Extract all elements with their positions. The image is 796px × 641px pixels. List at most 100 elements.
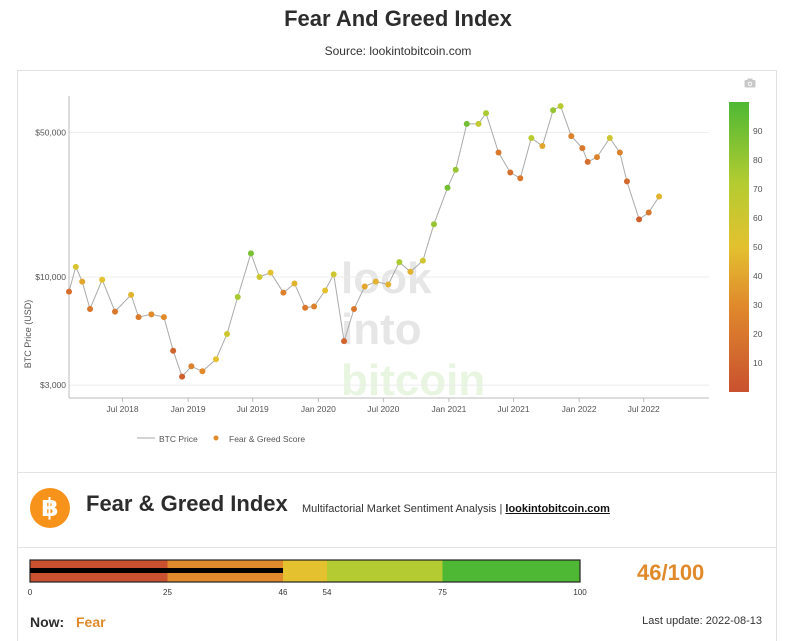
watermark-logo: look into bitcoin <box>341 254 485 405</box>
page-subtitle: Source: lookintobitcoin.com <box>324 44 472 58</box>
score-gauge: 0 25 46 54 75 100 <box>28 559 587 597</box>
score-point <box>616 149 623 156</box>
gauge-segment <box>442 560 580 582</box>
y-tick-label: $10,000 <box>35 272 66 282</box>
colorbar-tick-label: 40 <box>753 271 763 281</box>
score-point <box>528 134 535 141</box>
bitcoin-logo: ฿ <box>30 488 70 528</box>
fg-heading: Fear & Greed Index <box>86 491 288 516</box>
score-point <box>372 278 379 285</box>
x-tick-label: Jan 2019 <box>171 404 206 414</box>
score-point <box>247 250 254 257</box>
last-update: Last update: 2022-08-13 <box>642 615 762 627</box>
chart-legend[interactable]: BTC Price Fear & Greed Score <box>137 434 305 444</box>
score-point <box>385 281 392 288</box>
fg-description: Multifactorial Market Sentiment Analysis… <box>302 503 610 515</box>
x-tick-label: Jan 2022 <box>562 404 597 414</box>
score-point <box>656 193 663 200</box>
score-point <box>539 142 546 149</box>
colorbar-tick-label: 10 <box>753 358 763 368</box>
score-point <box>148 311 155 318</box>
score-point <box>463 120 470 127</box>
score-point <box>99 276 106 283</box>
score-point <box>66 288 72 295</box>
score-point <box>584 158 591 165</box>
gauge-tick-label: 0 <box>28 588 33 597</box>
legend-dot-swatch <box>213 435 219 441</box>
site-link[interactable]: lookintobitcoin.com <box>505 503 610 515</box>
score-point <box>87 306 94 313</box>
score-point <box>341 338 348 345</box>
score-point <box>452 166 459 173</box>
y-tick-label: $50,000 <box>35 127 66 137</box>
score-point <box>444 184 451 191</box>
watermark-line2: into <box>341 305 422 354</box>
gauge-tick-label: 75 <box>438 588 447 597</box>
score-point <box>212 356 219 363</box>
score-point <box>550 107 557 114</box>
gauge-tick-label: 25 <box>163 588 172 597</box>
score-point <box>199 368 206 375</box>
score-point <box>79 278 86 285</box>
watermark-line3: bitcoin <box>341 356 485 405</box>
score-point <box>188 363 195 370</box>
score-point <box>361 283 368 290</box>
x-tick-label: Jul 2022 <box>628 404 660 414</box>
x-tick-label: Jan 2021 <box>431 404 466 414</box>
x-tick-label: Jul 2020 <box>367 404 399 414</box>
score-point <box>311 303 318 310</box>
score-point <box>170 347 177 354</box>
score-point <box>160 314 167 321</box>
gauge-value-bar <box>30 568 283 573</box>
score-point <box>291 280 298 287</box>
fg-description-text: Multifactorial Market Sentiment Analysis… <box>302 503 503 515</box>
score-value: 46/100 <box>637 560 705 585</box>
score-point <box>224 331 231 338</box>
gauge-tick-label: 100 <box>573 588 587 597</box>
score-point <box>322 287 329 294</box>
score-point <box>179 373 186 380</box>
score-point <box>351 306 358 313</box>
score-point <box>579 145 586 152</box>
score-point <box>72 263 79 270</box>
legend-item-score[interactable]: Fear & Greed Score <box>229 434 305 444</box>
colorbar-tick-label: 50 <box>753 242 763 252</box>
section-divider <box>17 472 777 473</box>
score-colorbar <box>729 102 749 392</box>
gauge-segment <box>327 560 443 582</box>
score-point <box>517 175 524 182</box>
chart-card <box>17 70 777 641</box>
now-value: Fear <box>76 614 106 630</box>
score-point <box>636 216 643 223</box>
score-point <box>302 304 309 311</box>
score-point <box>128 291 135 298</box>
camera-icon[interactable] <box>744 78 756 88</box>
score-point <box>396 259 403 266</box>
colorbar-ticks: 10 20 30 40 50 60 70 80 90 <box>753 126 763 368</box>
score-point <box>593 154 600 161</box>
score-point <box>507 169 514 176</box>
colorbar-tick-label: 30 <box>753 300 763 310</box>
score-point <box>112 308 119 315</box>
score-point <box>430 221 437 228</box>
score-point <box>234 294 241 301</box>
legend-item-price[interactable]: BTC Price <box>159 434 198 444</box>
gauge-segment <box>283 560 327 582</box>
score-point <box>256 273 263 280</box>
y-tick-labels: $3,000 $10,000 $50,000 <box>35 127 66 390</box>
score-point <box>483 110 490 117</box>
section-divider <box>17 547 777 548</box>
score-point <box>419 257 426 264</box>
colorbar-tick-label: 70 <box>753 184 763 194</box>
gauge-tick-label: 54 <box>323 588 332 597</box>
watermark-line1: look <box>341 254 432 303</box>
gauge-tick-label: 46 <box>279 588 288 597</box>
score-point <box>557 103 564 110</box>
score-point <box>495 149 502 156</box>
colorbar-tick-label: 20 <box>753 329 763 339</box>
y-axis-label: BTC Price (USD) <box>23 300 33 369</box>
page-title: Fear And Greed Index <box>284 6 512 31</box>
gauge-tick-labels: 0 25 46 54 75 100 <box>28 588 587 597</box>
colorbar-tick-label: 80 <box>753 155 763 165</box>
score-point <box>623 178 630 185</box>
